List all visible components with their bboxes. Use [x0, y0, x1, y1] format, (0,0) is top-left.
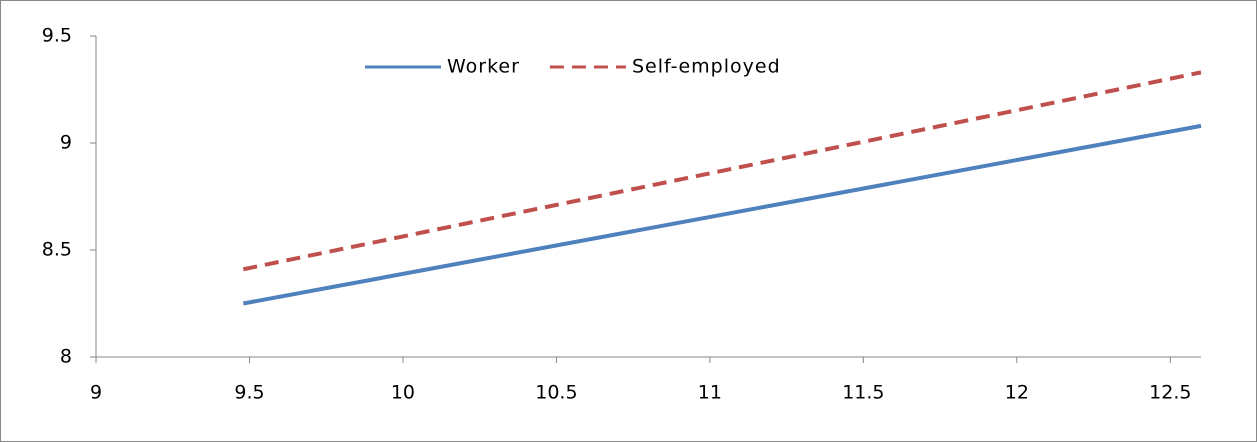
y-tick-label: 8: [60, 346, 72, 368]
x-tick-label: 9: [90, 382, 102, 404]
x-tick-label: 12.5: [1149, 382, 1191, 404]
legend-label: Self-employed: [632, 56, 781, 78]
legend-label: Worker: [447, 56, 520, 78]
line: [242, 123, 1202, 306]
x-tick-label: 11.5: [842, 382, 884, 404]
x-tick-label: 12: [1005, 382, 1029, 404]
y-tick-label: 9: [60, 132, 72, 154]
x-tick-label: 9.5: [234, 382, 264, 404]
y-tick-label: 8.5: [42, 239, 72, 261]
line: [242, 70, 1202, 272]
x-tick-label: 10.5: [535, 382, 577, 404]
x-tick-label: 10: [391, 382, 415, 404]
y-tick-label: 9.5: [42, 25, 72, 47]
x-tick-label: 11: [698, 382, 722, 404]
